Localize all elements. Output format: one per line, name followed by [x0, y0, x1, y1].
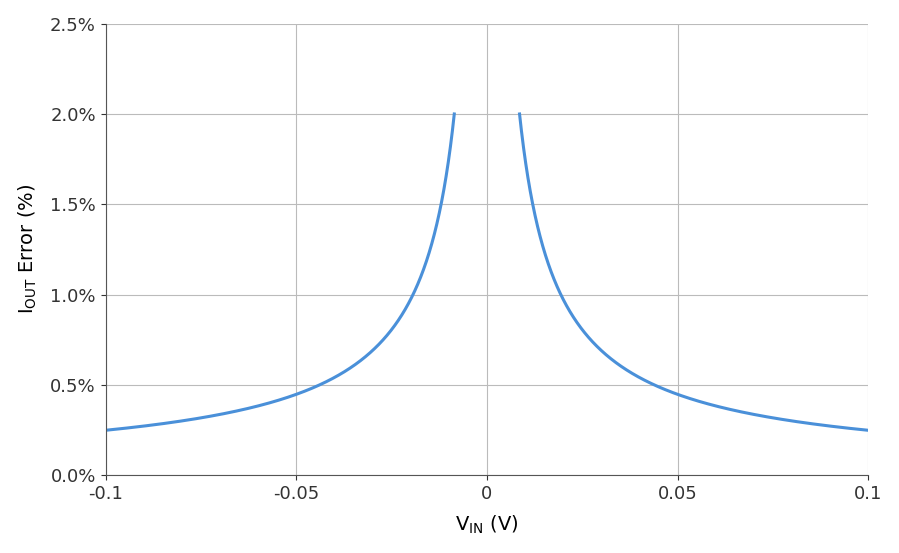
X-axis label: V$_{\rm IN}$ (V): V$_{\rm IN}$ (V): [455, 514, 519, 536]
Y-axis label: I$_{\rm OUT}$ Error (%): I$_{\rm OUT}$ Error (%): [17, 184, 39, 315]
